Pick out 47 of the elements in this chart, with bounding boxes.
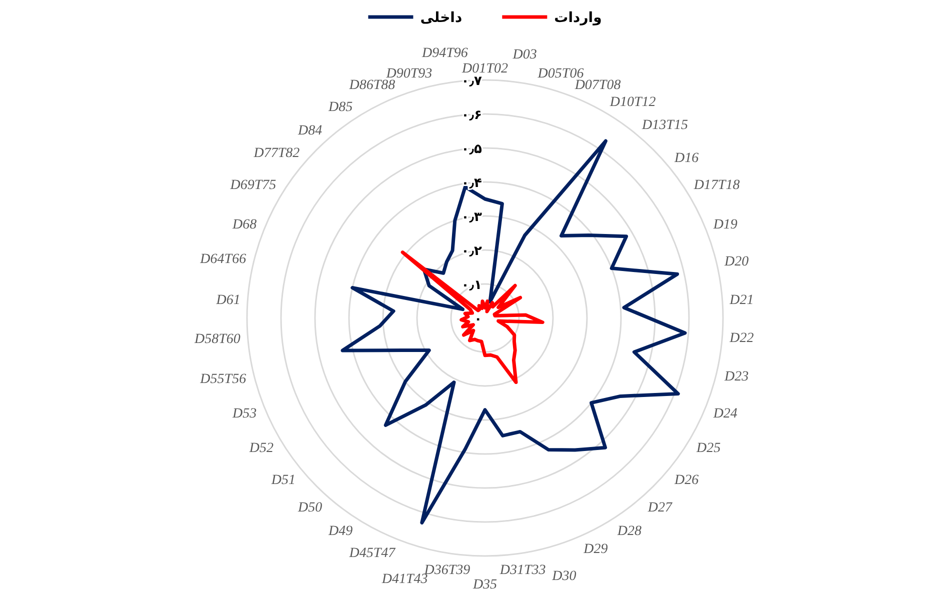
spoke-label: D21	[728, 292, 754, 308]
spoke-label: D26	[674, 472, 699, 488]
spoke-label: D35	[472, 578, 498, 592]
spoke-label: D13T15	[641, 118, 688, 133]
spoke-label: D68	[232, 218, 257, 233]
y-tick-label: ۰	[474, 312, 482, 327]
legend-label: واردات	[554, 10, 602, 26]
spoke-label: D28	[616, 524, 642, 539]
spoke-label: D03	[512, 48, 537, 63]
spoke-label: D22	[728, 331, 754, 346]
spoke-label: D30	[551, 568, 576, 584]
spoke-label: D61	[215, 292, 240, 308]
spoke-label: D25	[696, 441, 721, 456]
spoke-label: D45T47	[348, 546, 396, 562]
y-tick-label: ۰٫۳	[461, 210, 482, 225]
spoke-label: D24	[712, 406, 738, 422]
spoke-label: D19	[712, 218, 738, 233]
spoke-label: D01T02	[461, 62, 508, 76]
spoke-label: D49	[328, 524, 353, 539]
y-tick-label: ۰٫۱	[461, 278, 482, 293]
spoke-label: D86T88	[348, 78, 396, 93]
y-tick-label: ۰٫۲	[461, 244, 482, 259]
spoke-label: D29	[582, 542, 608, 557]
y-tick-label: ۰٫۴	[461, 176, 482, 191]
spoke-label: D69T75	[229, 178, 276, 194]
spoke-label: D58T60	[193, 332, 240, 348]
spoke-label: D52	[248, 441, 274, 456]
spoke-label: D20	[723, 254, 749, 270]
y-tick-label: ۰٫۷	[461, 74, 482, 89]
spoke-label: D51	[270, 472, 296, 488]
spoke-label: D94T96	[420, 46, 468, 62]
spoke-label: D50	[296, 500, 322, 516]
y-tick-label: ۰٫۵	[461, 142, 482, 157]
spoke-label: D23	[723, 369, 749, 384]
spoke-label: D84	[296, 123, 322, 138]
spoke-label: D85	[328, 100, 353, 116]
y-tick-label: ۰٫۶	[461, 108, 482, 123]
legend-label: داخلی	[420, 10, 462, 26]
spoke-label: D16	[674, 151, 699, 166]
spoke-label: D31T33	[498, 563, 546, 578]
spoke-label: D55T56	[199, 372, 246, 387]
spoke-label: D77T82	[252, 146, 300, 161]
spoke-label: D17T18	[692, 178, 740, 194]
spoke-label: D64T66	[199, 252, 246, 268]
spoke-label: D53	[232, 406, 257, 422]
spoke-label: D10T12	[608, 95, 656, 110]
spoke-label: D27	[646, 500, 674, 516]
